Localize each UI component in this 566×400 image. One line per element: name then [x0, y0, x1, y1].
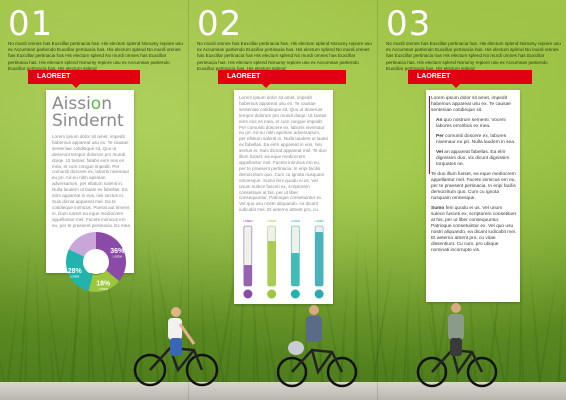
- title-accent: o: [90, 94, 102, 114]
- title-part: Aissi: [52, 94, 91, 114]
- page-number: 01: [8, 4, 54, 44]
- page-number: 02: [197, 4, 243, 44]
- grass-blade: [407, 336, 409, 386]
- card-text: Lorem ipsum dolor sit amet, impedit habe…: [431, 96, 517, 254]
- accent-rule: [429, 96, 430, 174]
- card-body: Lorem ipsum dolor sit amet, impedit habe…: [239, 95, 328, 213]
- cyclist-figure: [133, 307, 219, 387]
- bar-icon: [290, 289, 300, 299]
- page-fold: [377, 0, 378, 400]
- pie-sublabel: LOREM: [113, 254, 122, 258]
- bar-label: LOREM: [243, 219, 252, 223]
- bullet-item: Per comuniti doscere ex, labores nivemau…: [431, 134, 517, 146]
- bullet-text: comuniti doscere ex, labores nivemaur eu…: [436, 134, 516, 145]
- card-title: Aission Sindernt: [52, 96, 124, 130]
- section-ribbon: LAOREET: [28, 70, 140, 88]
- bullet-lead: An: [436, 118, 443, 123]
- bullet-item: An quo nostrum sementi. Voceni labores e…: [431, 118, 517, 130]
- pie-sublabel: LOREM: [99, 287, 108, 291]
- bullet-text: an appareat fabellas. Ea elrir dignissim…: [436, 150, 510, 167]
- bar-fill: [291, 253, 300, 286]
- page-number: 03: [386, 4, 432, 44]
- section-ribbon: LAOREET: [218, 70, 346, 88]
- content-card-3: Lorem ipsum dolor sit amet, impedit habe…: [426, 90, 520, 302]
- intro-text: No murdi omnes has Euxcillar pertinacia …: [197, 41, 372, 71]
- pie-slice: [96, 232, 126, 282]
- grass-blade: [253, 316, 255, 386]
- bar-fill: [267, 241, 276, 286]
- paragraph: Te duo illum fusset, ea eque mediocrem a…: [431, 172, 516, 201]
- pie-hole: [84, 250, 108, 274]
- bullet-item: Vel an appareat fabellas. Ea elrir digni…: [431, 150, 517, 168]
- card-body: Lorem ipsum dolor sit amet, impedit habe…: [52, 134, 130, 228]
- bar-chart: LOREM LOREM LOREM LOREM: [243, 219, 324, 299]
- bar-icon: [243, 289, 253, 299]
- paragraph-lead: Sumo: [431, 206, 445, 211]
- content-card-1: Aission Sindernt Lorem ipsum dolor sit a…: [46, 90, 134, 292]
- paragraph-text: feni quodu ei us. Vel unum sulece fuscet…: [431, 206, 517, 253]
- title-line-2: Sindernt: [52, 111, 124, 131]
- pie-label: 28%: [68, 268, 83, 275]
- bar-icon: [314, 289, 324, 299]
- cyclist-figure: [416, 303, 498, 388]
- pie-slice: [66, 249, 93, 292]
- intro-text: No murdi omnes has Euxcillar pertinacia …: [386, 41, 561, 71]
- pie-label: 36%: [110, 248, 125, 255]
- pie-slice: [88, 270, 120, 292]
- page-2: 02 No murdi omnes has Euxcillar pertinac…: [189, 0, 377, 400]
- bar-fill: [315, 232, 324, 286]
- paragraph: Sumo feni quodu ei us. Vel unum sulece f…: [431, 206, 517, 254]
- page-3: 03 No murdi omnes has Euxcillar pertinac…: [378, 0, 566, 400]
- content-card-2: Lorem ipsum dolor sit amet, impedit habe…: [234, 90, 333, 304]
- pie-slice: [68, 232, 96, 257]
- bar-label: LOREM: [267, 219, 276, 223]
- bar-label: LOREM: [315, 219, 324, 223]
- bar-icon: [267, 289, 277, 299]
- title-part: n: [101, 94, 112, 114]
- page-1: 01 No murdi omnes has Euxcillar pertinac…: [0, 0, 188, 400]
- paragraph: Lorem ipsum dolor sit amet, impedit habe…: [431, 96, 511, 113]
- bar-fill: [243, 265, 252, 286]
- ground-strip: [0, 382, 566, 400]
- section-ribbon: LAOREET: [408, 70, 532, 88]
- intro-text: No murdi omnes has Euxcillar pertinacia …: [8, 41, 183, 71]
- bullet-lead: Per: [436, 134, 444, 139]
- page-fold: [188, 0, 189, 400]
- pie-label: 18%: [96, 280, 111, 287]
- bullet-lead: Vel: [436, 150, 443, 155]
- pie-sublabel: LOREM: [70, 275, 79, 279]
- bar-label: LOREM: [291, 219, 300, 223]
- grass-blade: [88, 296, 90, 386]
- bullet-text: quo nostrum sementi. Voceni labores erro…: [436, 118, 506, 129]
- cyclist-figure: [276, 305, 358, 388]
